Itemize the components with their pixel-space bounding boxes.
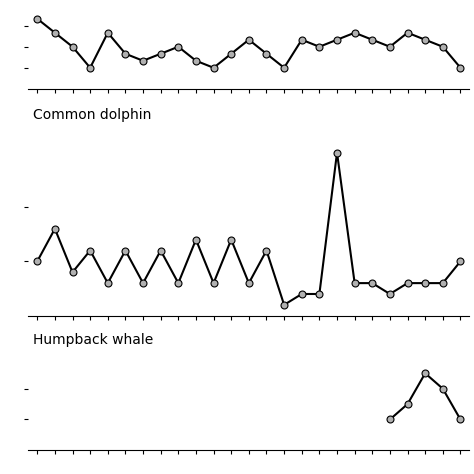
Text: Common dolphin: Common dolphin — [33, 108, 151, 122]
Text: Humpback whale: Humpback whale — [33, 333, 153, 347]
